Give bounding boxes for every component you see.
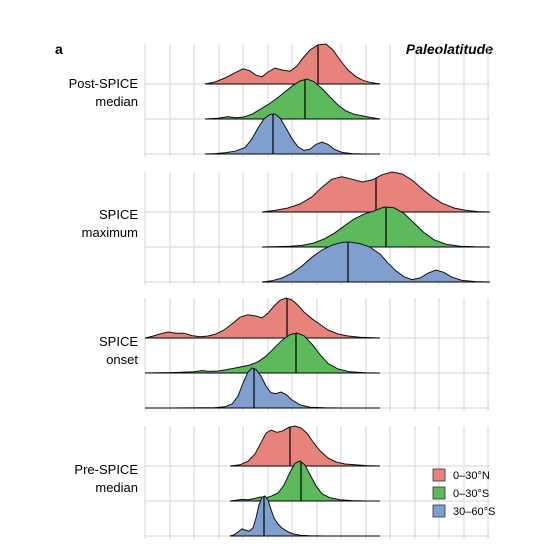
- ridge-density-2: [144, 332, 381, 374]
- group-label-line1: Pre-SPICE: [74, 462, 138, 477]
- group-labels: Post-SPICE median SPICE maximum SPICE onset Pr…: [69, 76, 139, 495]
- panel-letter: a: [55, 41, 63, 57]
- legend-swatch: [432, 468, 446, 482]
- group-label-line2: median: [95, 480, 138, 495]
- ridge-density-2: [261, 206, 491, 248]
- legend-label: 0–30°N: [453, 470, 490, 482]
- ridge-layer: [144, 43, 491, 537]
- group-label-line1: SPICE: [99, 207, 138, 222]
- ridge-density-2: [229, 460, 380, 502]
- group-label-line2: maximum: [82, 225, 138, 240]
- ridge-density-1: [229, 425, 381, 467]
- ridge-density-3: [229, 495, 380, 537]
- group-label-line2: median: [95, 94, 138, 109]
- ridge-density-3: [261, 241, 491, 283]
- legend-label: 0–30°S: [453, 488, 489, 500]
- ridge-density-2: [204, 78, 381, 120]
- legend-swatch: [432, 504, 446, 518]
- group-label-line2: onset: [106, 352, 138, 367]
- chart-title: Paleolatitude: [406, 41, 493, 57]
- legend-label: 30–60°S: [453, 506, 495, 518]
- legend-swatch: [432, 486, 446, 500]
- ridge-density-3: [145, 367, 380, 409]
- ridge-density-1: [144, 297, 381, 339]
- ridge-density-3: [204, 113, 380, 155]
- legend: 0–30°N 0–30°S 30–60°S: [432, 468, 495, 518]
- group-label-line1: SPICE: [99, 334, 138, 349]
- ridge-density-1: [204, 43, 381, 85]
- group-label-line1: Post-SPICE: [69, 76, 139, 91]
